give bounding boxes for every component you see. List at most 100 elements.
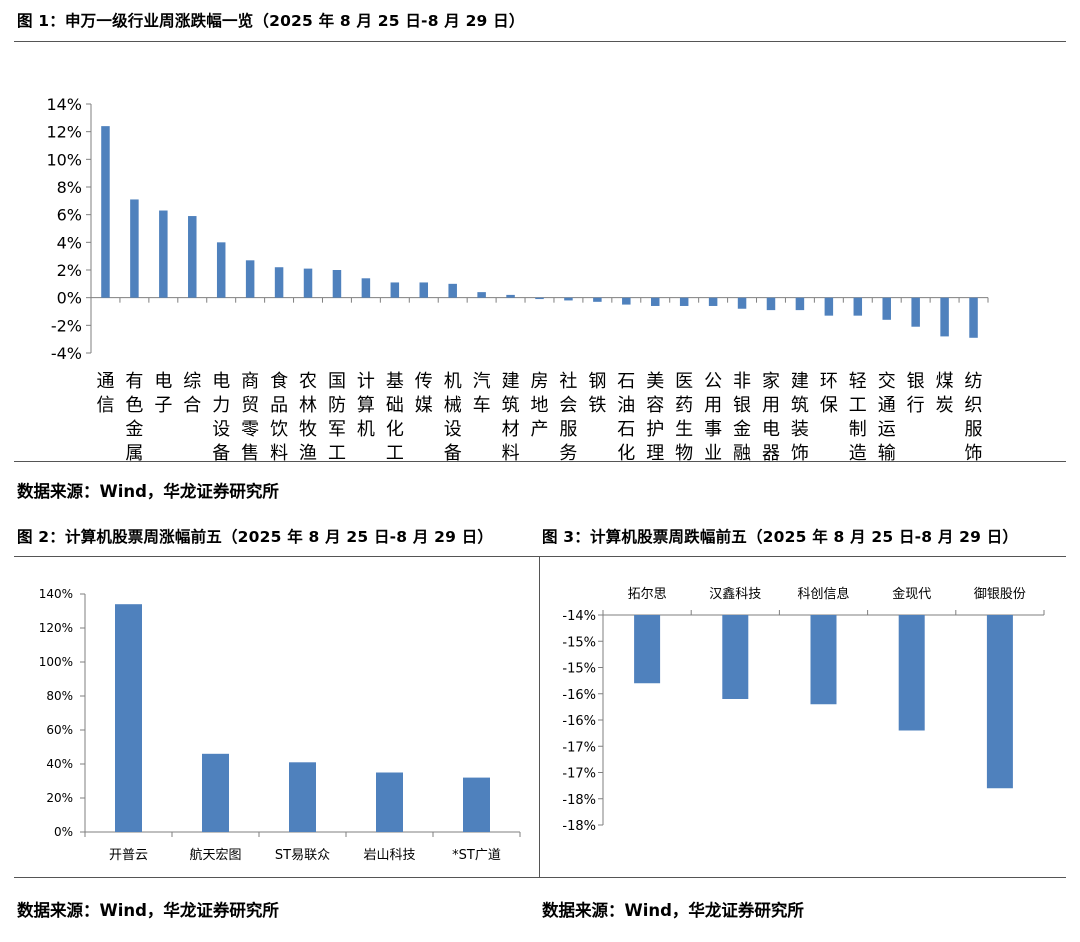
figure23-top-rule (14, 556, 1066, 557)
bar (376, 772, 403, 832)
x-tick-label: 纺织服饰 (965, 371, 983, 464)
bar (419, 282, 429, 298)
x-tick-label: 煤炭 (936, 371, 954, 416)
bar (986, 615, 1013, 789)
figure1-title: 图 1：申万一级行业周涨跌幅一览（2025 年 8 月 25 日-8 月 29 … (17, 12, 525, 30)
y-tick-label: 4% (57, 233, 82, 252)
x-tick-label: 岩山科技 (363, 848, 415, 863)
bar (679, 297, 689, 306)
y-tick-label: 12% (46, 123, 82, 142)
x-tick-label: 食品饮料 (270, 371, 288, 464)
bar (766, 297, 776, 311)
bar (289, 762, 316, 832)
bar (202, 753, 229, 832)
figure23-divider (539, 557, 540, 877)
x-tick-label: 交通运输 (878, 371, 896, 464)
bar (722, 615, 749, 699)
x-tick-label: 汉鑫科技 (709, 586, 761, 602)
bar (535, 297, 544, 300)
bar (634, 615, 661, 684)
x-tick-label: 机械设备 (444, 371, 462, 464)
bar (564, 297, 573, 301)
bar (506, 294, 515, 298)
y-tick-label: -17% (562, 767, 596, 782)
x-tick-label: 商贸零售 (241, 371, 259, 464)
x-tick-label: 综合 (183, 371, 201, 416)
bar (737, 297, 747, 309)
y-tick-label: -17% (562, 740, 596, 755)
y-tick-label: 20% (46, 791, 73, 805)
bar (708, 297, 718, 306)
x-tick-label: 环保 (820, 371, 838, 416)
figure1-source: 数据来源：Wind，华龙证券研究所 (17, 482, 279, 501)
figure1-bottom-rule (14, 461, 1066, 462)
bar (130, 199, 139, 298)
bar (361, 278, 371, 298)
x-tick-label: 医药生物 (675, 371, 693, 464)
bar (853, 297, 863, 316)
x-tick-label: 通信 (96, 371, 114, 416)
bar (448, 283, 457, 298)
bar (650, 297, 660, 306)
x-tick-label: 金现代 (892, 586, 931, 602)
bar (622, 297, 631, 305)
y-tick-label: -16% (562, 714, 596, 729)
figure23-bottom-rule (14, 877, 1066, 878)
x-tick-label: 建筑材料 (502, 371, 520, 464)
y-tick-label: 60% (46, 723, 73, 737)
bar (274, 267, 284, 298)
figure2-title: 图 2：计算机股票周涨幅前五（2025 年 8 月 25 日-8 月 29 日） (17, 528, 494, 546)
y-tick-label: -14% (562, 609, 596, 624)
y-tick-label: 8% (57, 178, 82, 197)
x-tick-label: 计算机 (357, 371, 375, 440)
bar (593, 297, 602, 302)
bar (245, 260, 255, 298)
bar (898, 615, 925, 731)
x-tick-label: 公用事业 (704, 371, 722, 464)
x-tick-label: *ST广道 (452, 848, 501, 863)
x-tick-label: 汽车 (473, 371, 491, 416)
x-tick-label: 轻工制造 (849, 371, 867, 464)
figure1-top-rule (14, 41, 1066, 42)
figure3-title: 图 3：计算机股票周跌幅前五（2025 年 8 月 25 日-8 月 29 日） (542, 528, 1019, 546)
y-tick-label: 140% (39, 587, 73, 601)
bar (303, 268, 313, 298)
industry-bar-chart: -4% -2% 0% 2% 4% 6% 8% 10% 12% 14% 通信有色金属电子综合电力设备商… (46, 95, 989, 464)
x-tick-label: 传媒 (415, 371, 433, 416)
bar (911, 297, 920, 327)
x-tick-label: 电力设备 (212, 371, 230, 464)
x-tick-label: 科创信息 (797, 586, 849, 602)
x-tick-label: 美容护理 (646, 371, 664, 464)
y-tick-label: 14% (46, 95, 82, 114)
bar (216, 242, 226, 298)
y-tick-label: 0% (54, 825, 73, 839)
losers-bar-chart: -14% -15% -15% -16% -16% -17% -17% -18% -18% 拓尔思 汉… (562, 586, 1045, 834)
bar (115, 604, 142, 832)
x-tick-label: ST易联众 (275, 848, 330, 863)
bar (159, 210, 168, 298)
x-tick-label: 石油石化 (617, 371, 635, 464)
y-tick-label: 2% (57, 261, 82, 280)
y-tick-label: -18% (562, 819, 596, 834)
figure2-source: 数据来源：Wind，华龙证券研究所 (17, 901, 279, 920)
y-tick-label: -16% (562, 688, 596, 703)
bar (463, 777, 490, 832)
bar (188, 216, 197, 298)
bar (882, 297, 891, 320)
x-tick-label: 基础化工 (386, 371, 404, 464)
x-tick-label: 非银金融 (733, 371, 751, 464)
bar (810, 615, 837, 705)
x-tick-label: 开普云 (109, 848, 148, 863)
x-tick-label: 有色金属 (125, 371, 143, 464)
y-tick-label: -18% (562, 793, 596, 808)
bar (101, 126, 110, 298)
y-tick-label: 100% (39, 655, 73, 669)
y-tick-label: 6% (57, 206, 82, 225)
x-tick-label: 银行 (907, 371, 925, 416)
figure3-source: 数据来源：Wind，华龙证券研究所 (542, 901, 804, 920)
x-tick-label: 房地产 (531, 371, 549, 440)
bar (332, 270, 342, 298)
y-tick-label: 40% (46, 757, 73, 771)
bar (390, 282, 400, 298)
bar (824, 297, 834, 316)
